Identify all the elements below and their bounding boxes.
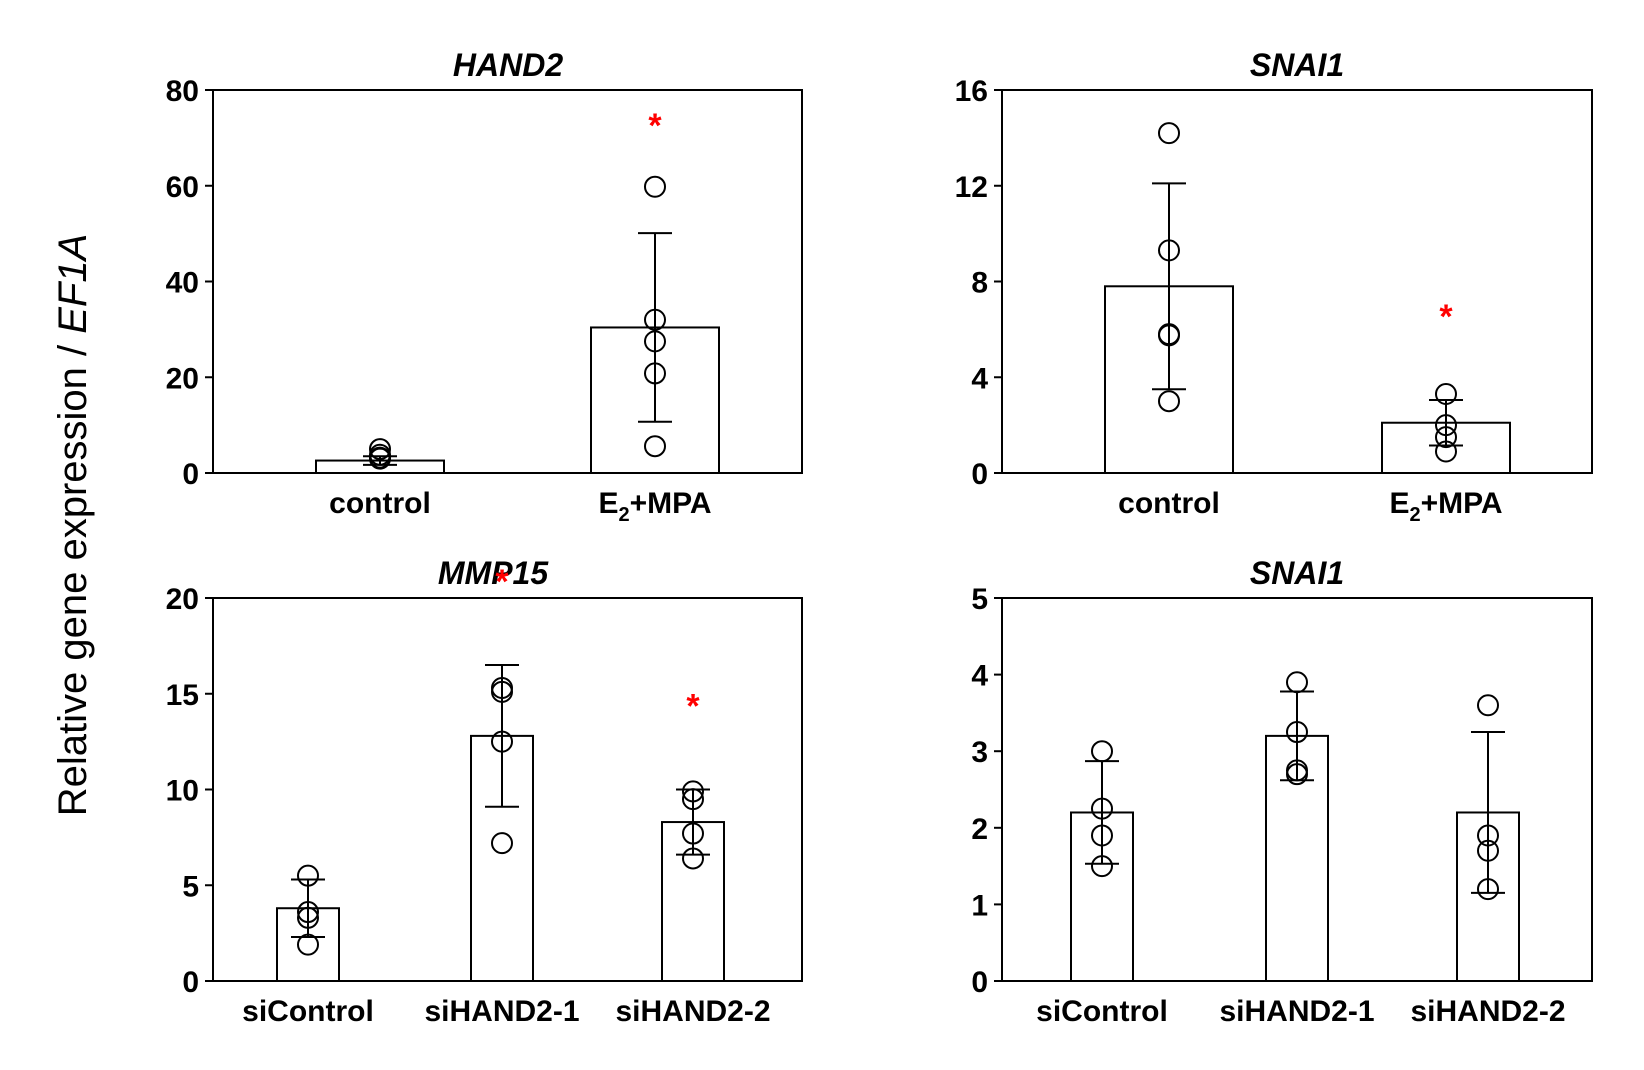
data-point (297, 901, 319, 924)
data-point (682, 822, 704, 845)
data-point (297, 933, 319, 956)
category-label-main: E (598, 487, 618, 520)
significance-marker: * (686, 688, 700, 726)
data-point (1435, 414, 1457, 437)
y-axis-label-gene: EF1A (51, 234, 95, 334)
data-point (1477, 878, 1499, 901)
data-point (491, 730, 513, 753)
data-point (1158, 390, 1180, 413)
category-label: control (1118, 487, 1220, 520)
y-tick-label: 5 (182, 870, 199, 903)
data-point (1286, 763, 1308, 786)
data-point (369, 438, 391, 461)
data-point (369, 443, 391, 466)
chart-title: MMP15 (438, 555, 549, 591)
y-tick-label: 3 (971, 736, 988, 769)
shared-y-axis-label: Relative gene expression / EF1A (51, 234, 95, 817)
data-point (1477, 839, 1499, 862)
data-point (1286, 721, 1308, 744)
data-point (1091, 855, 1113, 878)
category-label: E2+MPA (1389, 487, 1502, 526)
category-label: siControl (1036, 995, 1168, 1028)
y-tick-label: 4 (971, 660, 988, 693)
data-point (491, 680, 513, 703)
category-label-rest: +MPA (1421, 487, 1503, 520)
panel-bottom-right: SNAI1 0 1 2 3 4 5 siControl siHAND2-1 siHAND2-2 (971, 555, 1593, 1028)
chart-title: SNAI1 (1250, 555, 1344, 591)
data-point (1477, 694, 1499, 717)
data-point (1158, 324, 1180, 347)
data-point (1435, 426, 1457, 449)
y-tick-label: 0 (971, 966, 988, 999)
y-tick-label: 20 (166, 583, 199, 616)
chart-title: HAND2 (453, 47, 563, 83)
data-point (1091, 824, 1113, 847)
category-label: siHAND2-1 (1219, 995, 1374, 1028)
significance-marker: * (495, 563, 509, 601)
data-point (682, 788, 704, 811)
category-label-subscript: 2 (1409, 504, 1420, 526)
data-point (644, 435, 666, 458)
category-label-subscript: 2 (618, 504, 629, 526)
data-point (1091, 797, 1113, 820)
category-label-rest: +MPA (630, 487, 712, 520)
data-point (1091, 740, 1113, 763)
significance-marker: * (1439, 298, 1453, 336)
data-point (491, 832, 513, 855)
panel-top-right: SNAI1 0 4 8 12 16 control * E2+MPA (955, 47, 1593, 526)
data-point (644, 175, 666, 198)
category-label: siHAND2-1 (424, 995, 579, 1028)
data-point (1158, 122, 1180, 145)
y-tick-label: 4 (971, 362, 988, 395)
y-tick-label: 12 (955, 171, 988, 204)
significance-marker: * (648, 107, 662, 145)
plot-frame (1001, 89, 1593, 474)
panel-bottom-left: MMP15 0 5 10 15 20 siControl * siHAND2-1 * siHAND2… (166, 555, 803, 1028)
data-point (1158, 239, 1180, 262)
category-label: siHAND2-2 (1410, 995, 1565, 1028)
data-point (644, 308, 666, 331)
y-tick-label: 0 (971, 458, 988, 491)
y-tick-label: 5 (971, 583, 988, 616)
data-point (644, 330, 666, 353)
data-point (644, 362, 666, 385)
data-point (1435, 383, 1457, 406)
data-point (297, 906, 319, 929)
category-label: E2+MPA (598, 487, 711, 526)
data-point (1477, 824, 1499, 847)
y-tick-label: 0 (182, 966, 199, 999)
category-label: control (329, 487, 431, 520)
data-point (1286, 671, 1308, 694)
y-tick-label: 20 (166, 362, 199, 395)
y-tick-label: 8 (971, 267, 988, 300)
category-label: siControl (242, 995, 374, 1028)
y-axis-label-prefix: Relative gene expression / (51, 334, 95, 817)
y-tick-label: 15 (166, 679, 199, 712)
y-tick-label: 60 (166, 171, 199, 204)
y-tick-label: 2 (971, 813, 988, 846)
data-point (682, 847, 704, 870)
y-tick-label: 10 (166, 775, 199, 808)
category-label-main: E (1389, 487, 1409, 520)
chart-title: SNAI1 (1250, 47, 1344, 83)
y-tick-label: 16 (955, 75, 988, 108)
category-label: siHAND2-2 (615, 995, 770, 1028)
y-tick-label: 40 (166, 267, 199, 300)
data-point (1435, 440, 1457, 463)
y-tick-label: 0 (182, 458, 199, 491)
y-tick-label: 80 (166, 75, 199, 108)
data-point (297, 864, 319, 887)
y-tick-label: 1 (971, 889, 988, 922)
panel-top-left: HAND2 0 20 40 60 80 control * E2+MPA (166, 47, 803, 526)
data-point (682, 780, 704, 803)
